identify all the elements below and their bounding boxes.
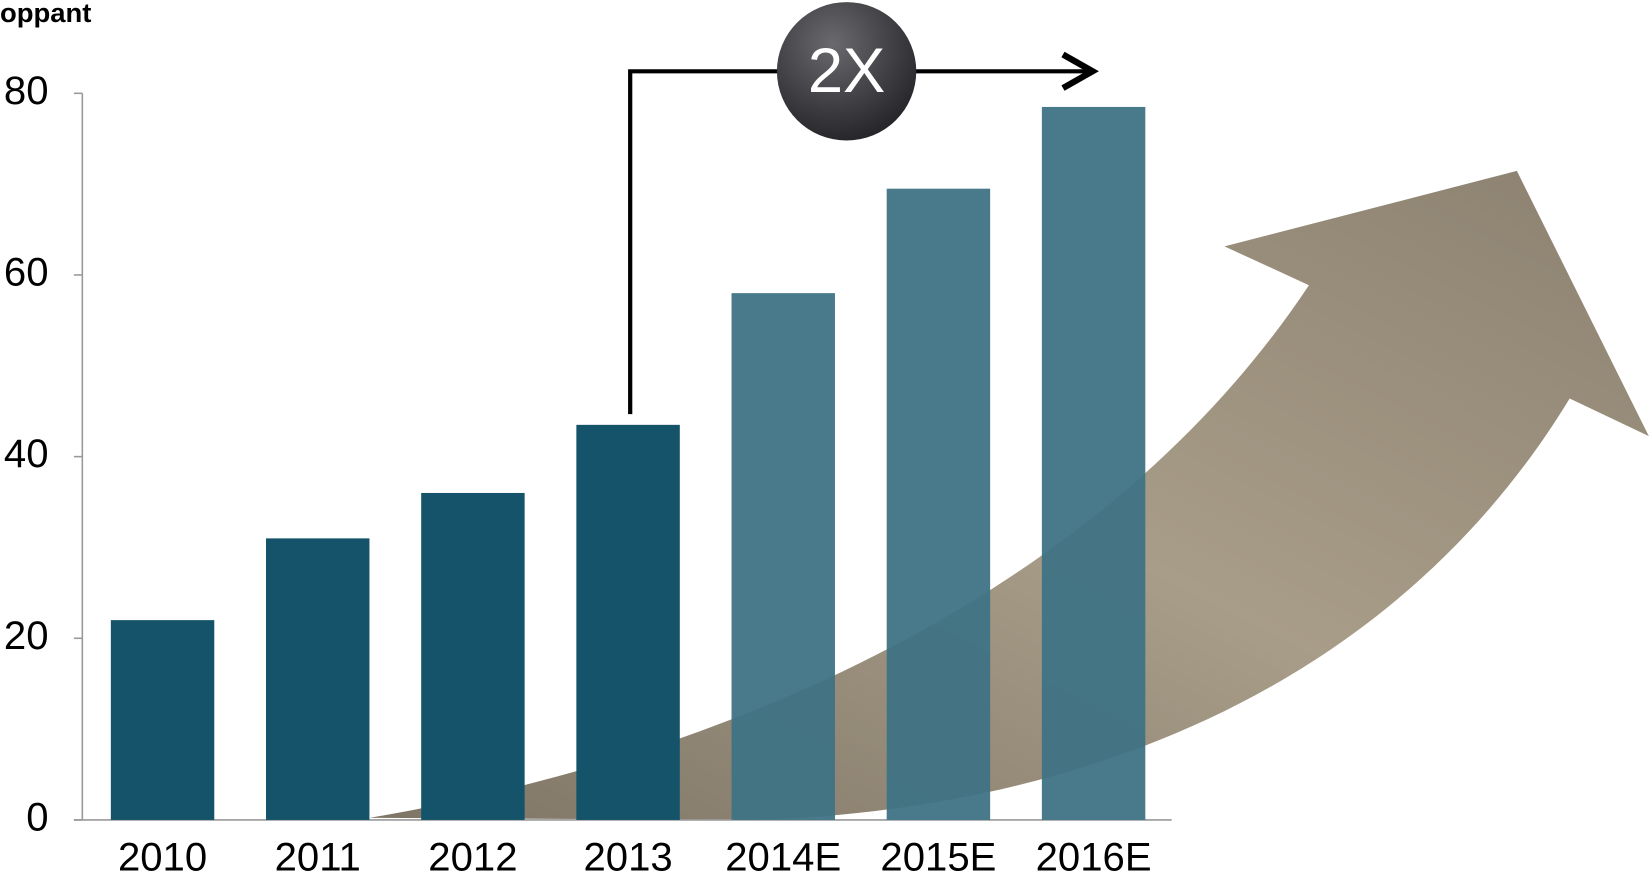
bars	[110, 106, 1146, 820]
x-tick-label: 2015E	[880, 835, 996, 879]
bar	[421, 492, 525, 820]
x-tick-label: 2014E	[725, 835, 841, 879]
annotation-badge	[776, 2, 917, 141]
y-tick-label: 80	[4, 69, 49, 113]
bar	[110, 620, 215, 820]
x-tick-label: 2012	[428, 835, 517, 879]
y-tick-label: 60	[4, 251, 49, 295]
chart-title: oppant	[0, 0, 91, 28]
y-tick-label: 0	[26, 796, 48, 840]
bar	[886, 188, 991, 820]
bar	[576, 424, 680, 820]
x-tick-label: 2010	[118, 835, 207, 879]
bar	[266, 538, 370, 820]
bar	[1041, 106, 1146, 820]
bar	[731, 293, 835, 820]
growth-bracket	[628, 51, 1099, 415]
x-tick-label: 2016E	[1036, 835, 1152, 879]
x-tick-label: 2013	[583, 835, 672, 879]
y-tick-label: 20	[4, 614, 49, 658]
x-tick-label: 2011	[275, 835, 361, 879]
annotation: 2X	[808, 36, 885, 106]
sand-arrow	[369, 170, 1649, 820]
y-tick-label: 40	[4, 432, 49, 476]
